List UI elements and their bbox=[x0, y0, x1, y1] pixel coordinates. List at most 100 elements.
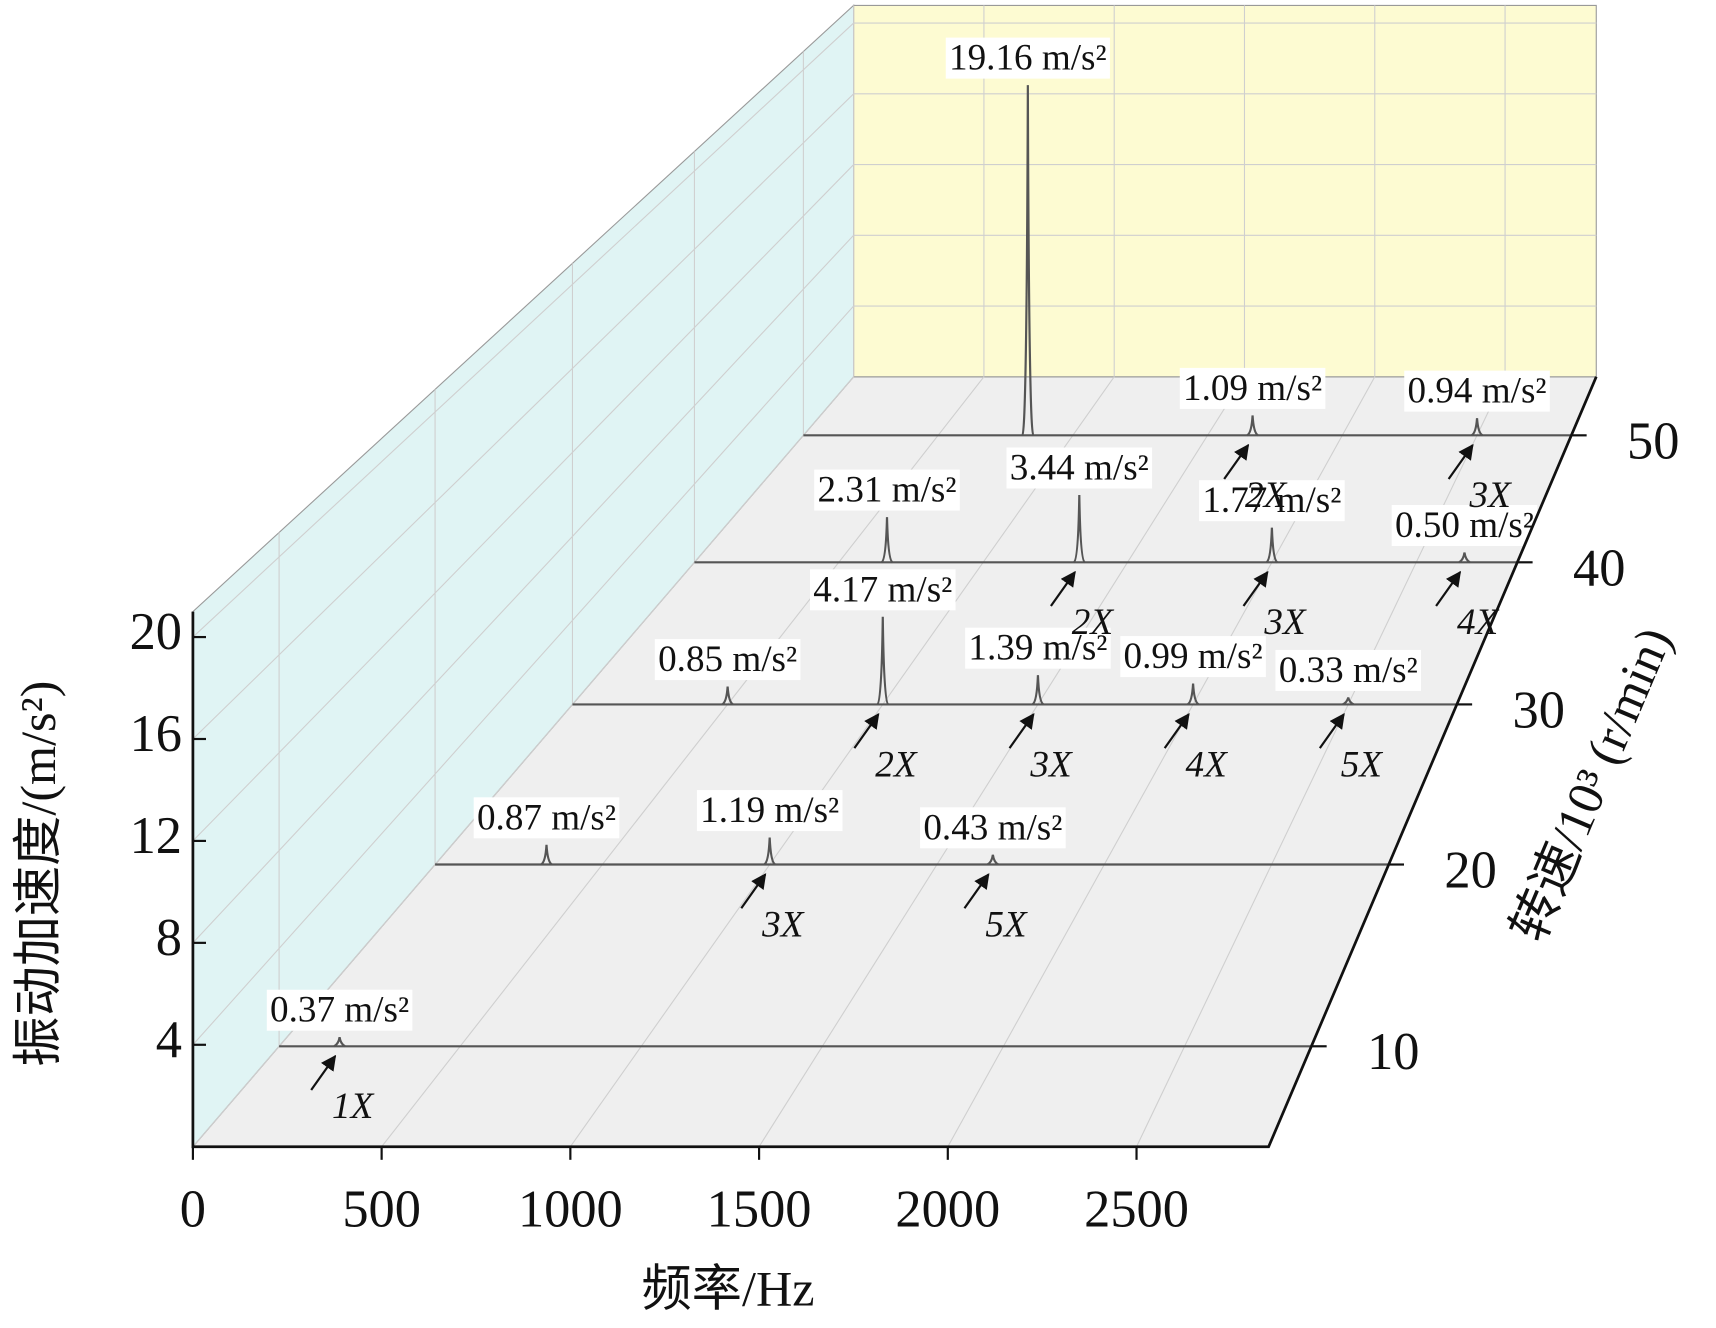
order-label: 5X bbox=[985, 904, 1028, 945]
order-label: 3X bbox=[1029, 744, 1073, 785]
walls bbox=[191, 4, 1598, 1149]
arrow bbox=[963, 873, 990, 909]
y-tick-label: 40 bbox=[1573, 539, 1625, 597]
z-tick-label: 16 bbox=[130, 705, 182, 763]
label-bg bbox=[920, 807, 1066, 849]
peak bbox=[763, 837, 776, 866]
peak bbox=[333, 1037, 346, 1048]
order-label: 4X bbox=[1457, 602, 1500, 643]
label-bg bbox=[965, 627, 1111, 669]
label-bg bbox=[1006, 447, 1153, 489]
peak bbox=[721, 686, 734, 706]
label-bg bbox=[814, 469, 960, 511]
label-bg bbox=[696, 790, 843, 832]
x-tick-label: 1000 bbox=[518, 1180, 623, 1238]
grid-line bbox=[192, 164, 1597, 842]
order-label: 3X bbox=[761, 904, 805, 945]
y-axis-title: 转速/10³ (r/min) bbox=[1500, 619, 1682, 949]
order-label: 1X bbox=[332, 1086, 375, 1127]
order-label: 4X bbox=[1186, 744, 1229, 785]
y-tick-label: 20 bbox=[1444, 841, 1496, 899]
spectra: 0.37 m/s² 1X 0.87 m/s² 1.19 m/s² 3X 0.43 m/s²… bbox=[266, 37, 1572, 1127]
arrow bbox=[853, 712, 880, 749]
value-label: 0.33 m/s² bbox=[1279, 650, 1418, 691]
label-bg bbox=[1275, 649, 1422, 691]
arrow bbox=[1163, 712, 1190, 749]
grid-line bbox=[758, 376, 1245, 1148]
label-bg bbox=[473, 797, 620, 839]
value-label: 4.17 m/s² bbox=[813, 569, 952, 610]
arrow bbox=[1435, 570, 1461, 607]
peak bbox=[540, 844, 553, 866]
peak bbox=[880, 517, 894, 564]
z-tick-label: 20 bbox=[130, 603, 182, 661]
order-label: 5X bbox=[1341, 744, 1384, 785]
arrow bbox=[1447, 443, 1474, 480]
order-label: 2X bbox=[875, 744, 918, 785]
order-label: 3X bbox=[1469, 475, 1513, 516]
grid bbox=[192, 5, 1597, 1148]
grid-line bbox=[192, 234, 1597, 944]
z-tick-label: 12 bbox=[130, 807, 182, 865]
arrow bbox=[310, 1054, 337, 1091]
arrow bbox=[1242, 570, 1269, 607]
peak bbox=[1342, 697, 1355, 706]
axes: 0 500 1000 1500 2000 2500 4 8 12 16 20 10 20 30 40 50 bbox=[130, 376, 1679, 1238]
grid-line bbox=[192, 22, 1597, 638]
value-label: 0.99 m/s² bbox=[1124, 636, 1263, 677]
label-bg bbox=[1120, 636, 1266, 678]
value-label: 1.09 m/s² bbox=[1183, 368, 1322, 409]
axis-edge bbox=[191, 376, 1598, 1149]
spectrum: 19.16 m/s² 1.09 m/s² 2X 0.94 m/s² 3X bbox=[803, 37, 1572, 516]
label-bg bbox=[266, 989, 413, 1031]
peak bbox=[1031, 675, 1045, 706]
y-tick-label: 10 bbox=[1367, 1023, 1419, 1081]
value-label: 1.39 m/s² bbox=[968, 628, 1107, 669]
spectrum: 0.87 m/s² 1.19 m/s² 3X 0.43 m/s² 5X bbox=[435, 790, 1389, 945]
arrow bbox=[1318, 712, 1345, 749]
arrow bbox=[1008, 712, 1035, 749]
value-label: 1.19 m/s² bbox=[700, 790, 839, 831]
value-label: 2.31 m/s² bbox=[817, 470, 956, 511]
x-tick-label: 500 bbox=[342, 1180, 421, 1238]
peak bbox=[1021, 85, 1035, 437]
y-tick-label: 30 bbox=[1513, 681, 1565, 739]
label-bg bbox=[809, 569, 956, 611]
peak bbox=[1265, 527, 1279, 564]
value-label: 0.94 m/s² bbox=[1408, 371, 1547, 412]
value-label: 0.50 m/s² bbox=[1395, 505, 1534, 546]
label-bg bbox=[1404, 370, 1550, 412]
order-label: 2X bbox=[1245, 475, 1288, 516]
peak bbox=[986, 854, 999, 866]
peak bbox=[1186, 683, 1200, 706]
value-label: 0.85 m/s² bbox=[658, 639, 797, 680]
grid-line bbox=[192, 305, 1597, 1046]
order-label: 3X bbox=[1263, 602, 1307, 643]
value-label: 1.77 m/s² bbox=[1202, 480, 1341, 521]
y-tick-label: 50 bbox=[1627, 412, 1679, 470]
peak bbox=[1246, 415, 1259, 437]
arrow bbox=[1223, 443, 1250, 480]
x-tick-label: 1500 bbox=[707, 1180, 812, 1238]
z-axis-title: 振动加速度/(m/s²) bbox=[10, 681, 66, 1067]
z-tick-label: 8 bbox=[156, 909, 182, 967]
peak bbox=[876, 616, 890, 706]
grid-line bbox=[192, 93, 1597, 740]
spectrum: 0.37 m/s² 1X bbox=[266, 989, 1312, 1127]
label-bg bbox=[1179, 367, 1326, 409]
order-label: 2X bbox=[1072, 602, 1115, 643]
label-bg bbox=[1199, 480, 1345, 522]
grid-line bbox=[569, 376, 1115, 1148]
peak bbox=[1470, 418, 1484, 437]
value-label: 0.87 m/s² bbox=[477, 797, 616, 838]
peak bbox=[1072, 494, 1086, 564]
z-tick-label: 4 bbox=[156, 1011, 182, 1069]
arrow bbox=[740, 873, 767, 909]
value-label: 19.16 m/s² bbox=[949, 38, 1107, 79]
value-label: 0.37 m/s² bbox=[270, 990, 409, 1031]
label-bg bbox=[945, 37, 1110, 79]
value-label: 3.44 m/s² bbox=[1010, 447, 1149, 488]
